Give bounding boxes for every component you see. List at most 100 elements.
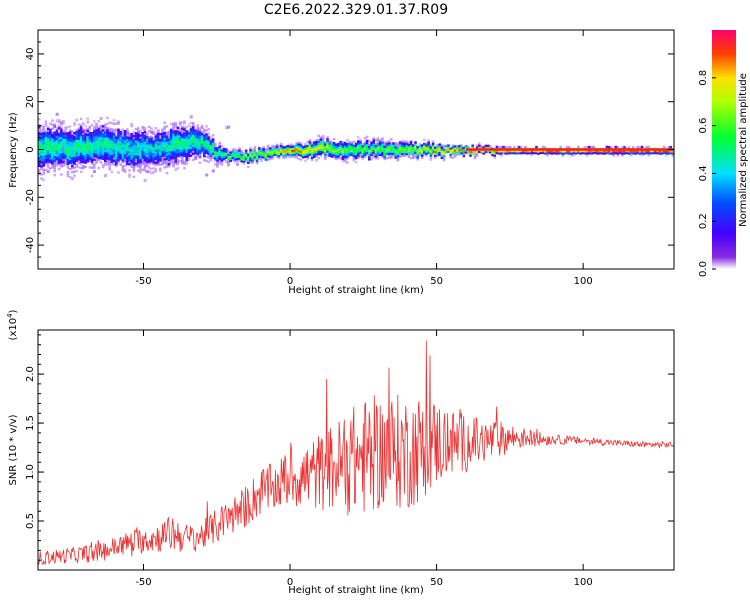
heatmap-cell: [44, 122, 48, 125]
heatmap-cell: [227, 164, 230, 167]
x-tick-label: 0: [287, 577, 293, 588]
heatmap-cell: [310, 144, 314, 147]
heatmap-cell: [627, 152, 631, 155]
heatmap-cell: [115, 150, 118, 153]
heatmap-cell: [478, 144, 481, 147]
heatmap-cell: [121, 140, 125, 144]
snr-y-scale-exp: 4: [6, 313, 14, 318]
heatmap-cell: [57, 135, 61, 138]
heatmap-cell: [339, 140, 342, 144]
heatmap-cell: [119, 136, 122, 140]
heatmap-cell: [414, 151, 417, 154]
heatmap-cell: [568, 150, 571, 153]
heatmap-cell: [156, 159, 160, 162]
heatmap-cell: [178, 155, 182, 159]
heatmap-cell: [77, 123, 81, 126]
heatmap-cell: [167, 148, 171, 152]
heatmap-cell: [365, 145, 369, 149]
heatmap-cell: [491, 149, 494, 153]
heatmap-cell: [75, 139, 78, 142]
heatmap-cell: [317, 157, 320, 160]
heatmap-cell: [387, 148, 391, 151]
heatmap-cell: [337, 148, 340, 152]
heatmap-cell: [242, 162, 246, 165]
heatmap-cell: [264, 148, 268, 151]
heatmap-cell: [192, 122, 195, 125]
heatmap-cell: [165, 139, 169, 142]
heatmap-cell: [416, 158, 419, 161]
heatmap-cell: [368, 143, 371, 147]
heatmap-cell: [117, 138, 120, 142]
heatmap-cell: [495, 151, 499, 155]
heatmap-cell: [207, 148, 210, 151]
heatmap-cell: [203, 142, 206, 146]
heatmap-cell: [418, 151, 422, 154]
heatmap-cell: [93, 154, 96, 157]
heatmap-cell: [231, 156, 235, 159]
heatmap-cell: [313, 143, 316, 146]
heatmap-cell: [383, 143, 386, 146]
heatmap-cell: [132, 137, 136, 140]
heatmap-cell: [176, 140, 180, 144]
heatmap-cell: [381, 139, 384, 142]
heatmap-cell: [132, 153, 136, 156]
heatmap-cell: [104, 174, 107, 178]
heatmap-cell: [95, 141, 98, 144]
heatmap-cell: [68, 155, 72, 159]
heatmap-cell: [438, 153, 441, 156]
heatmap-cell: [493, 154, 496, 157]
heatmap-cell: [79, 152, 83, 155]
heatmap-cell: [552, 149, 556, 153]
heatmap-cell: [194, 139, 197, 142]
heatmap-cell: [112, 133, 116, 136]
heatmap-cell: [588, 152, 591, 155]
heatmap-cell: [324, 145, 327, 148]
heatmap-cell: [170, 149, 173, 152]
heatmap-cell: [176, 146, 180, 150]
heatmap-cell: [396, 156, 400, 160]
heatmap-cell: [165, 157, 169, 161]
heatmap-cell: [308, 145, 312, 148]
heatmap-cell: [233, 148, 237, 151]
heatmap-cell: [44, 120, 48, 123]
heatmap-cell: [431, 144, 435, 148]
heatmap-cell: [429, 148, 433, 151]
heatmap-cell: [159, 167, 162, 170]
heatmap-cell: [319, 154, 323, 158]
heatmap-cell: [203, 134, 206, 137]
heatmap-cell: [73, 162, 76, 165]
heatmap-cell: [88, 145, 92, 149]
heatmap-cell: [398, 151, 402, 154]
heatmap-cell: [341, 157, 345, 160]
heatmap-cell: [621, 152, 624, 155]
heatmap-cell: [115, 162, 118, 166]
heatmap-cell: [128, 169, 131, 172]
heatmap-cell: [73, 160, 76, 163]
heatmap-cell: [53, 135, 56, 138]
heatmap-cell: [117, 151, 120, 154]
heatmap-cell: [64, 142, 67, 146]
heatmap-cell: [596, 152, 600, 155]
heatmap-cell: [130, 155, 133, 158]
heatmap-cell: [359, 141, 362, 144]
heatmap-cell: [346, 161, 349, 164]
heatmap-cell: [181, 153, 184, 157]
heatmap-cell: [453, 155, 457, 158]
heatmap-cell: [288, 143, 292, 146]
heatmap-cell: [577, 151, 580, 155]
heatmap-cell: [330, 147, 334, 150]
heatmap-cell: [372, 139, 375, 142]
heatmap-cell: [55, 143, 59, 147]
heatmap-cell: [225, 156, 228, 159]
heatmap-cell: [159, 157, 162, 160]
heatmap-cell: [187, 144, 191, 147]
heatmap-cell: [117, 171, 120, 174]
heatmap-cell: [284, 145, 287, 149]
heatmap-cell: [53, 125, 57, 129]
heatmap-cell: [216, 149, 219, 152]
heatmap-cell: [361, 147, 364, 150]
heatmap-cell: [185, 142, 188, 145]
heatmap-cell: [176, 136, 180, 140]
heatmap-cell: [112, 147, 116, 150]
heatmap-cell: [264, 156, 268, 159]
